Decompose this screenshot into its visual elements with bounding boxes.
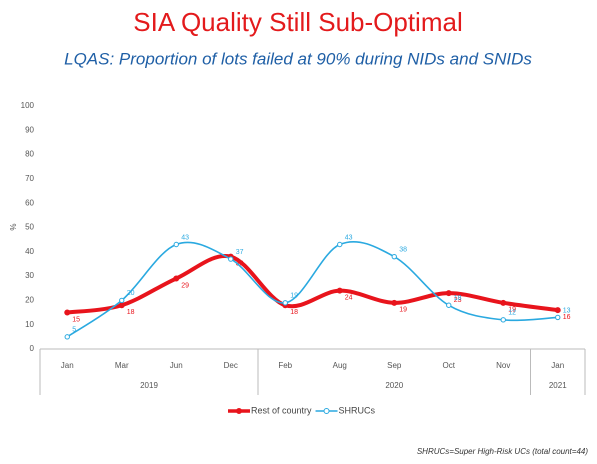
y-tick-label: 80 xyxy=(25,150,34,159)
x-tick-label: Dec xyxy=(224,361,238,370)
data-label: 13 xyxy=(563,307,571,314)
x-tick-label: Oct xyxy=(443,361,456,370)
data-label: 18 xyxy=(454,295,462,302)
y-axis-label: % xyxy=(9,223,18,230)
chart-title: SIA Quality Still Sub-Optimal xyxy=(133,7,462,37)
point xyxy=(118,302,125,309)
legend-label: SHRUCs xyxy=(339,405,376,415)
legend-marker xyxy=(323,408,330,414)
legend-label: Rest of country xyxy=(251,405,312,415)
x-tick-label: Jun xyxy=(170,361,183,370)
x-tick-label: Sep xyxy=(387,361,402,370)
data-label: 23 xyxy=(454,297,462,304)
point xyxy=(500,317,506,323)
point xyxy=(391,299,398,306)
data-label: 15 xyxy=(72,316,80,323)
data-label: 18 xyxy=(290,309,298,316)
data-label: 29 xyxy=(181,282,189,289)
x-tick-label: Jan xyxy=(61,361,74,370)
point xyxy=(554,307,561,314)
data-label: 19 xyxy=(399,307,407,314)
x-group-label: 2020 xyxy=(385,381,403,390)
data-label: 43 xyxy=(181,234,189,241)
chart-subtitle: LQAS: Proportion of lots failed at 90% d… xyxy=(64,49,532,68)
y-tick-label: 60 xyxy=(25,198,34,207)
x-tick-label: Feb xyxy=(278,361,292,370)
data-label: 38 xyxy=(236,261,244,268)
data-label: 19 xyxy=(290,293,298,300)
data-label: 12 xyxy=(508,310,516,317)
data-label: 5 xyxy=(72,327,76,334)
data-label: 37 xyxy=(236,249,244,256)
data-label: 19 xyxy=(508,307,516,314)
y-tick-label: 10 xyxy=(25,320,34,329)
y-tick-label: 70 xyxy=(25,174,34,183)
y-tick-label: 50 xyxy=(25,223,34,232)
x-group-label: 2019 xyxy=(140,381,158,390)
point xyxy=(282,300,288,306)
series-line xyxy=(66,253,559,315)
data-label: 24 xyxy=(345,295,353,302)
x-group-label: 2021 xyxy=(549,381,567,390)
point xyxy=(228,256,234,262)
point xyxy=(445,290,452,297)
legend-marker xyxy=(236,408,242,414)
point xyxy=(446,302,452,308)
point xyxy=(336,287,343,294)
data-label: 18 xyxy=(127,309,135,316)
footnote: SHRUCs=Super High-Risk UCs (total count=… xyxy=(417,447,589,456)
point xyxy=(555,314,561,321)
y-tick-label: 30 xyxy=(25,271,34,280)
point xyxy=(64,309,71,316)
point xyxy=(500,299,507,306)
x-tick-label: Nov xyxy=(496,361,510,370)
x-tick-label: Jan xyxy=(551,361,564,370)
y-tick-label: 40 xyxy=(25,247,34,256)
data-label: 16 xyxy=(563,314,571,321)
point xyxy=(119,297,125,304)
point xyxy=(173,241,179,248)
data-label: 20 xyxy=(127,290,135,297)
x-tick-label: Aug xyxy=(333,361,347,370)
y-tick-label: 20 xyxy=(25,296,34,305)
y-tick-label: 0 xyxy=(30,344,35,353)
x-tick-label: Mar xyxy=(115,361,129,370)
point xyxy=(64,334,70,340)
y-tick-label: 100 xyxy=(21,101,35,110)
series-line xyxy=(66,240,558,338)
data-label: 43 xyxy=(345,234,353,241)
data-label: 38 xyxy=(399,247,407,254)
point xyxy=(173,275,180,282)
point xyxy=(337,241,343,248)
y-tick-label: 90 xyxy=(25,125,34,134)
point xyxy=(391,253,397,260)
